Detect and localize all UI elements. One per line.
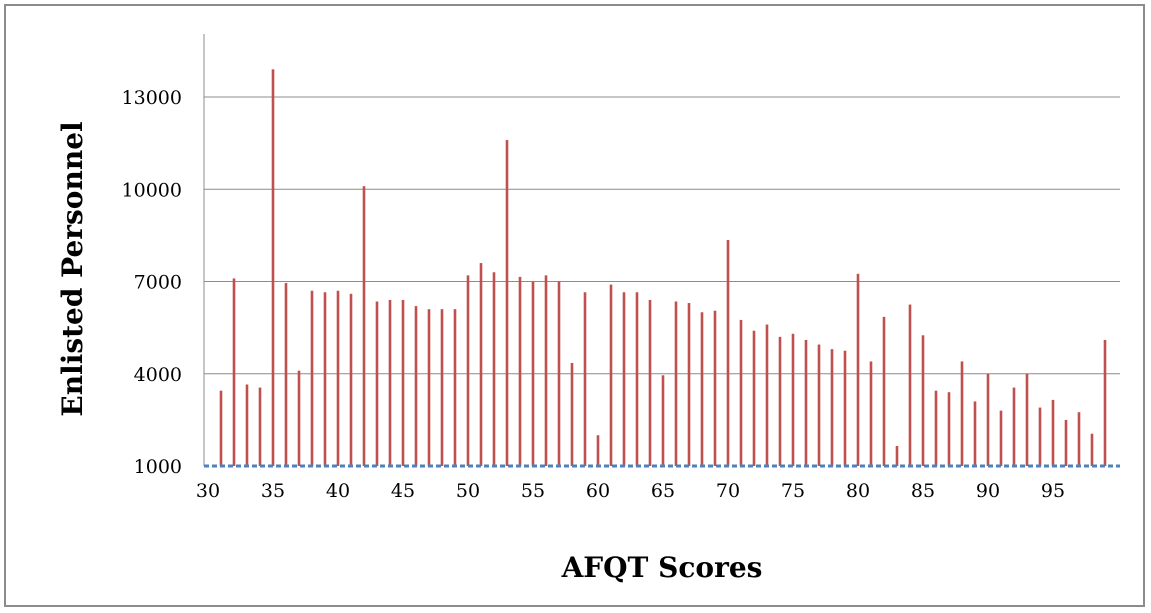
bar-65 bbox=[661, 375, 665, 466]
bar-75 bbox=[791, 333, 795, 466]
bar-66 bbox=[674, 301, 678, 466]
bar-94 bbox=[1038, 407, 1042, 466]
bar-74 bbox=[778, 336, 782, 466]
y-tick-label-10000: 10000 bbox=[122, 179, 182, 201]
axes bbox=[203, 34, 1120, 468]
bar-59 bbox=[583, 292, 587, 466]
bar-97 bbox=[1077, 412, 1081, 466]
x-tick-label-90: 90 bbox=[976, 480, 1000, 502]
bar-35 bbox=[271, 69, 275, 466]
bar-33 bbox=[245, 384, 249, 466]
y-tick-label-13000: 13000 bbox=[122, 87, 182, 109]
bar-55 bbox=[531, 281, 535, 466]
bar-48 bbox=[440, 309, 444, 466]
bar-85 bbox=[921, 335, 925, 466]
chart-frame: 1000 4000 7000 10000 13000 30 35 40 45 50 55 60 65 70… bbox=[4, 4, 1145, 607]
bar-51 bbox=[479, 263, 483, 466]
bar-52 bbox=[492, 272, 496, 466]
bar-67 bbox=[687, 303, 691, 466]
y-axis-title: Enlisted Personnel bbox=[56, 121, 89, 416]
bar-95 bbox=[1051, 399, 1055, 466]
x-tick-label-55: 55 bbox=[521, 480, 545, 502]
bar-31 bbox=[219, 390, 223, 466]
bar-46 bbox=[414, 306, 418, 466]
bar-39 bbox=[323, 292, 327, 466]
bar-96 bbox=[1064, 419, 1068, 467]
bar-98 bbox=[1090, 433, 1094, 466]
bar-79 bbox=[843, 350, 847, 466]
bar-42 bbox=[362, 186, 366, 466]
x-tick-label-65: 65 bbox=[651, 480, 675, 502]
x-tick-label-40: 40 bbox=[326, 480, 350, 502]
bar-36 bbox=[284, 283, 288, 466]
bar-91 bbox=[999, 410, 1003, 466]
bar-64 bbox=[648, 299, 652, 466]
bar-58 bbox=[570, 362, 574, 466]
bar-62 bbox=[622, 292, 626, 466]
bar-84 bbox=[908, 304, 912, 466]
bar-88 bbox=[960, 361, 964, 466]
x-axis-title: AFQT Scores bbox=[561, 551, 763, 584]
bar-92 bbox=[1012, 387, 1016, 466]
bar-71 bbox=[739, 319, 743, 466]
bar-47 bbox=[427, 309, 431, 466]
bar-93 bbox=[1025, 373, 1029, 466]
bar-54 bbox=[518, 276, 522, 466]
y-tick-label-7000: 7000 bbox=[134, 272, 182, 294]
bar-68 bbox=[700, 312, 704, 466]
bar-34 bbox=[258, 387, 262, 466]
x-tick-label-95: 95 bbox=[1041, 480, 1065, 502]
bar-40 bbox=[336, 290, 340, 466]
y-tick-label-4000: 4000 bbox=[134, 364, 182, 386]
bar-99 bbox=[1103, 339, 1107, 466]
bar-77 bbox=[817, 344, 821, 466]
bar-80 bbox=[856, 273, 860, 466]
bar-chart: 1000 4000 7000 10000 13000 30 35 40 45 50 55 60 65 70… bbox=[56, 34, 1120, 584]
bar-87 bbox=[947, 392, 951, 466]
bar-73 bbox=[765, 324, 769, 466]
x-tick-label-50: 50 bbox=[456, 480, 480, 502]
x-tick-label-70: 70 bbox=[716, 480, 740, 502]
bar-83 bbox=[895, 446, 899, 466]
bar-37 bbox=[297, 370, 301, 466]
x-tick-label-85: 85 bbox=[911, 480, 935, 502]
bar-50 bbox=[466, 275, 470, 466]
bar-41 bbox=[349, 293, 353, 466]
bar-78 bbox=[830, 349, 834, 466]
x-tick-label-60: 60 bbox=[586, 480, 610, 502]
x-tick-label-75: 75 bbox=[781, 480, 805, 502]
bar-89 bbox=[973, 401, 977, 466]
bar-38 bbox=[310, 290, 314, 466]
bar-53 bbox=[505, 140, 509, 467]
bar-86 bbox=[934, 390, 938, 466]
bar-56 bbox=[544, 275, 548, 466]
gridlines bbox=[204, 96, 1120, 375]
bar-45 bbox=[401, 299, 405, 466]
x-tick-label-30: 30 bbox=[196, 480, 220, 502]
bar-76 bbox=[804, 339, 808, 466]
bar-49 bbox=[453, 309, 457, 466]
bar-69 bbox=[713, 310, 717, 466]
y-tick-label-1000: 1000 bbox=[134, 456, 182, 478]
bar-44 bbox=[388, 299, 392, 466]
bar-90 bbox=[986, 373, 990, 466]
bar-57 bbox=[557, 281, 561, 466]
bars bbox=[219, 69, 1107, 467]
bar-43 bbox=[375, 301, 379, 466]
tick-labels: 1000 4000 7000 10000 13000 30 35 40 45 50 55 60 65 70… bbox=[122, 87, 1066, 502]
bar-60 bbox=[596, 435, 600, 466]
bar-81 bbox=[869, 361, 873, 466]
bar-63 bbox=[635, 292, 639, 466]
bar-82 bbox=[882, 316, 886, 466]
bar-32 bbox=[232, 278, 236, 466]
x-tick-label-80: 80 bbox=[846, 480, 870, 502]
bar-61 bbox=[609, 284, 613, 466]
bar-72 bbox=[752, 330, 756, 466]
x-tick-label-35: 35 bbox=[261, 480, 285, 502]
x-tick-label-45: 45 bbox=[391, 480, 415, 502]
bar-70 bbox=[726, 239, 730, 466]
